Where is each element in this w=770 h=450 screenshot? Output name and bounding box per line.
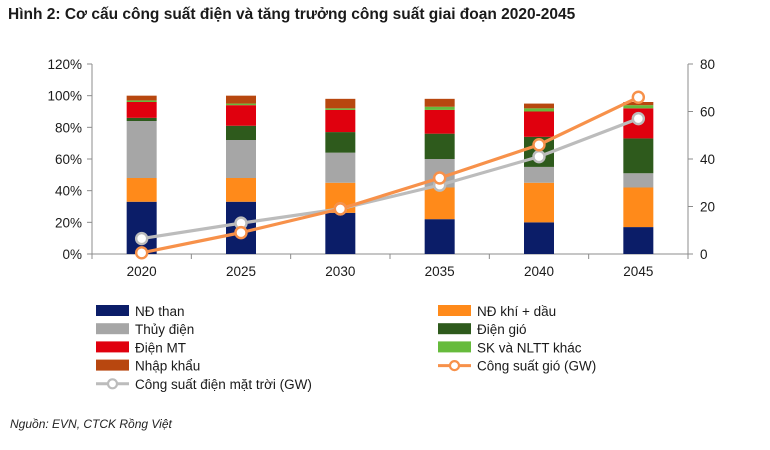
bar-segment xyxy=(325,98,356,109)
legend-swatch xyxy=(96,359,129,371)
y-right-tick-label: 40 xyxy=(700,152,715,167)
series-point xyxy=(532,149,546,164)
bar-segment xyxy=(623,105,654,109)
y-left-tick-label: 100% xyxy=(47,89,82,104)
legend-label: NĐ khí + dầu xyxy=(477,304,556,319)
bar-segment xyxy=(623,173,654,188)
x-tick-label: 2020 xyxy=(127,264,157,279)
bar-segment xyxy=(524,166,554,183)
bar-segment xyxy=(623,138,654,174)
bars xyxy=(126,95,654,254)
x-tick-label: 2035 xyxy=(425,264,455,279)
bar-segment xyxy=(424,106,455,110)
bar-segment xyxy=(325,152,356,183)
y-right-tick-label: 0 xyxy=(700,247,708,262)
legend-marker xyxy=(448,360,461,372)
series-point xyxy=(432,171,447,185)
bar-segment xyxy=(126,117,157,121)
bar-segment xyxy=(126,201,157,254)
bar-segment xyxy=(126,95,157,101)
bar-segment xyxy=(226,178,256,202)
legend-label: NĐ than xyxy=(135,304,185,319)
bar-segment xyxy=(424,187,455,220)
legend-label: Điện MT xyxy=(135,340,186,355)
bar-segment xyxy=(524,111,554,137)
legend-label: SK và NLTT khác xyxy=(477,340,582,355)
legend-swatch xyxy=(96,323,129,335)
legend-label: Công suất điện mặt trời (GW) xyxy=(135,377,312,392)
source-note: Nguồn: EVN, CTCK Rồng Việt xyxy=(10,417,172,431)
y-left-tick-label: 120% xyxy=(47,57,82,72)
series-point xyxy=(234,225,248,240)
legend-label: Điện gió xyxy=(477,322,527,337)
lines xyxy=(134,90,646,260)
y-left-tick-label: 60% xyxy=(55,152,82,167)
y-right-tick-label: 80 xyxy=(700,57,715,72)
legend-swatch xyxy=(438,341,471,353)
bar-segment xyxy=(424,109,455,134)
bar-segment xyxy=(623,187,654,228)
legend: NĐ than NĐ khí + dầu Thủy điện Điện gió Điện… xyxy=(96,304,596,392)
legend-swatch xyxy=(438,305,471,316)
y-left-tick-label: 20% xyxy=(55,215,82,230)
x-tick-label: 2040 xyxy=(524,264,554,279)
legend-label: Công suất gió (GW) xyxy=(477,359,596,374)
series-point xyxy=(631,90,646,104)
x-tick-label: 2045 xyxy=(623,264,653,279)
bar-segment xyxy=(424,98,455,107)
legend-swatch xyxy=(96,341,129,353)
bar-segment xyxy=(126,102,157,118)
x-tick-label: 2030 xyxy=(325,264,355,279)
y-right-tick-label: 60 xyxy=(700,105,715,120)
bar-segment xyxy=(126,121,157,178)
bar-segment xyxy=(325,212,356,254)
y-left-tick-label: 80% xyxy=(55,120,82,135)
legend-marker xyxy=(106,378,119,390)
series-point xyxy=(333,202,348,216)
series-line xyxy=(141,95,640,255)
y-left-tick-label: 40% xyxy=(55,184,82,199)
series-point xyxy=(631,111,646,126)
bar-segment xyxy=(524,182,554,223)
bar-segment xyxy=(226,103,256,106)
bar-segment xyxy=(126,100,157,102)
y-right-tick-label: 20 xyxy=(700,200,715,215)
bar-segment xyxy=(226,140,256,178)
bar-segment xyxy=(424,219,455,254)
bar-segment xyxy=(226,95,256,104)
bar-segment xyxy=(226,105,256,126)
series-line xyxy=(141,117,639,241)
chart-title: Hình 2: Cơ cấu công suất điện và tăng tr… xyxy=(8,6,576,23)
x-tick-label: 2025 xyxy=(226,264,256,279)
bar-segment xyxy=(524,108,554,112)
bar-segment xyxy=(325,109,356,133)
y-left-tick-label: 0% xyxy=(62,247,82,262)
bar-segment xyxy=(325,132,356,153)
legend-label: Nhập khẩu xyxy=(135,359,200,374)
bar-segment xyxy=(524,103,554,109)
series-point xyxy=(134,246,149,260)
bar-segment xyxy=(424,133,455,159)
bar-segment xyxy=(524,222,554,254)
series-point xyxy=(134,231,149,246)
legend-label: Thủy điện xyxy=(135,322,194,337)
bar-segment xyxy=(623,227,654,254)
bar-segment xyxy=(325,108,356,110)
legend-swatch xyxy=(438,323,471,335)
legend-swatch xyxy=(96,305,129,316)
series-point xyxy=(532,138,546,152)
bar-segment xyxy=(226,125,256,140)
bar-segment xyxy=(126,178,157,202)
